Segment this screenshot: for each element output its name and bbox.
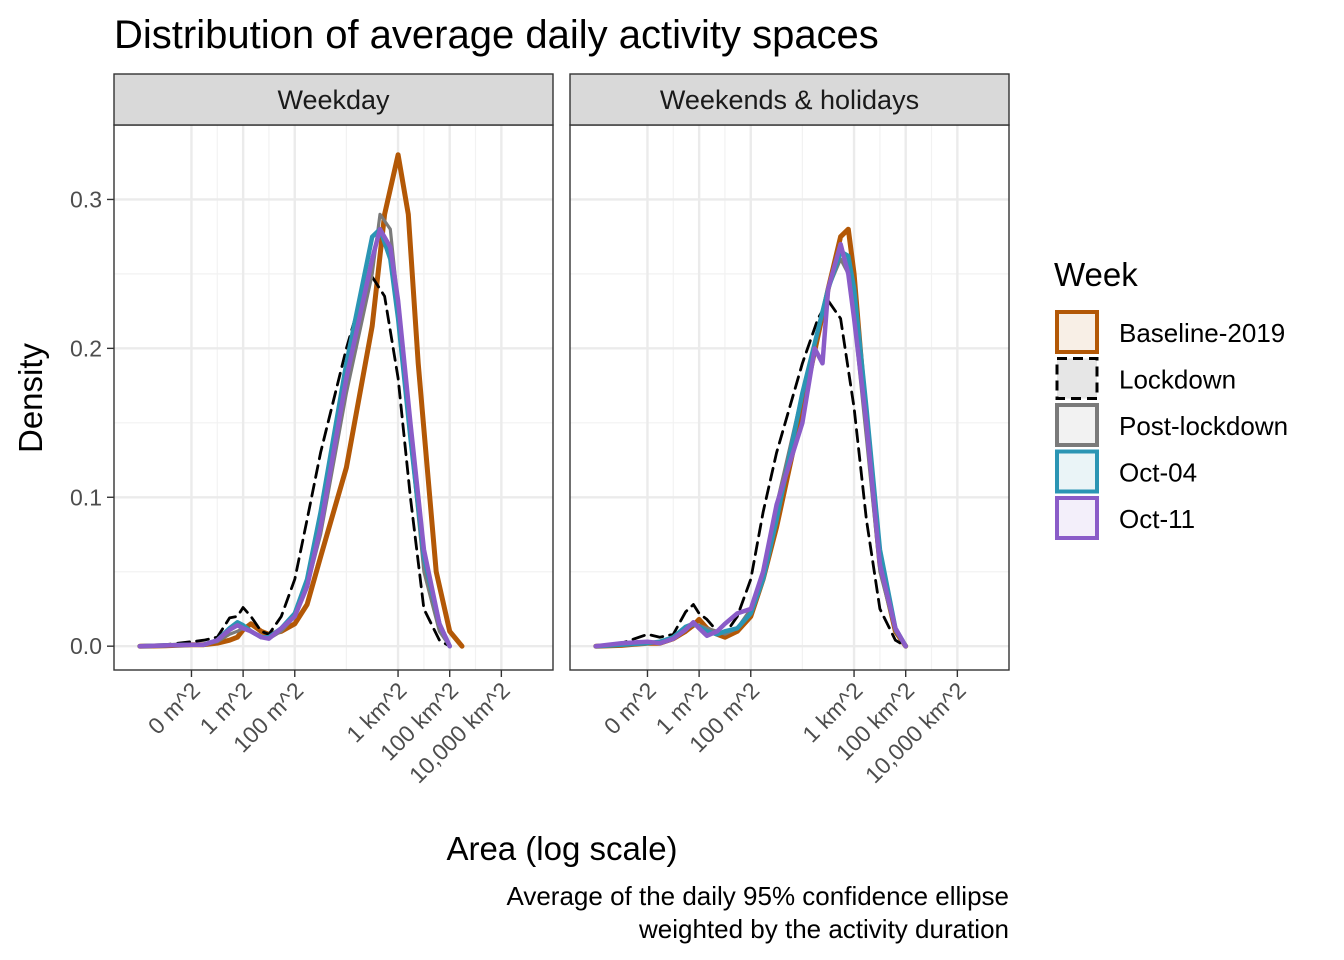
legend-item: Oct-11 xyxy=(1055,496,1195,540)
legend-item: Oct-04 xyxy=(1055,449,1197,494)
legend-label: Oct-04 xyxy=(1119,458,1197,488)
legend-label: Lockdown xyxy=(1119,365,1236,395)
facet-strip-label: Weekday xyxy=(277,85,390,115)
series-line-oct-11 xyxy=(137,226,452,649)
y-axis-title: Density xyxy=(12,342,49,453)
legend-label: Baseline-2019 xyxy=(1119,318,1285,348)
caption-line-1: Average of the daily 95% confidence elli… xyxy=(506,881,1009,911)
y-tick-label: 0.0 xyxy=(70,633,102,659)
facet-strip xyxy=(569,73,1010,126)
facet-strip xyxy=(113,73,554,126)
series-line-oct-11 xyxy=(593,241,908,649)
chart-title: Distribution of average daily activity s… xyxy=(114,13,879,57)
plot-background xyxy=(570,125,1009,670)
legend-key xyxy=(1055,403,1099,447)
legend-label: Oct-11 xyxy=(1119,504,1195,534)
legend-key xyxy=(1055,449,1099,494)
x-axis-title: Area (log scale) xyxy=(446,830,677,867)
series-line-lockdown xyxy=(138,275,452,648)
legend-key xyxy=(1055,357,1099,400)
legend-key xyxy=(1055,496,1099,540)
legend: Week Baseline-2019 Lockdown Post-lockdown O… xyxy=(1054,256,1288,540)
legend-item: Baseline-2019 xyxy=(1055,310,1285,354)
legend-title: Week xyxy=(1054,256,1138,293)
y-tick-label: 0.3 xyxy=(70,186,102,212)
facet-strip-label: Weekends & holidays xyxy=(660,85,919,115)
legend-label: Post-lockdown xyxy=(1119,411,1288,441)
y-tick-label: 0.1 xyxy=(70,484,102,510)
x-tick-label: 0 m^2 xyxy=(599,677,661,739)
legend-key xyxy=(1055,310,1099,354)
y-tick-label: 0.2 xyxy=(70,335,102,361)
legend-item: Post-lockdown xyxy=(1055,403,1288,447)
series-line-lockdown xyxy=(594,299,908,648)
caption-line-2: weighted by the activity duration xyxy=(638,914,1009,944)
legend-item: Lockdown xyxy=(1055,357,1236,400)
x-tick-label: 0 m^2 xyxy=(143,677,205,739)
